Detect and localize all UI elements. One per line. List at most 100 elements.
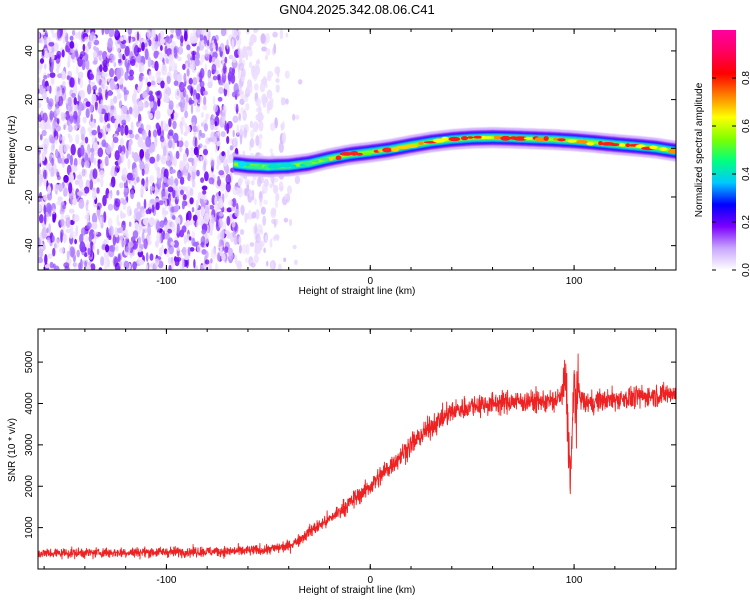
noise-speck: [87, 247, 91, 256]
noise-speck: [38, 173, 44, 185]
noise-speck: [104, 29, 109, 35]
trace-blob: [586, 142, 595, 146]
noise-speck: [210, 159, 215, 169]
noise-speck: [253, 83, 259, 91]
noise-speck: [298, 79, 303, 85]
noise-speck: [125, 89, 129, 95]
noise-speck: [160, 80, 165, 89]
noise-speck: [76, 123, 81, 129]
noise-speck: [223, 158, 228, 167]
noise-speck: [119, 137, 125, 147]
noise-speck: [170, 29, 175, 34]
noise-speck: [166, 36, 173, 44]
noise-speck: [242, 150, 245, 156]
noise-speck: [215, 58, 220, 64]
spectrogram-xtick-label: -100: [156, 276, 176, 287]
noise-speck: [260, 78, 267, 85]
noise-speck: [188, 77, 193, 85]
trace-blob: [311, 159, 320, 163]
noise-speck: [162, 120, 167, 132]
snr-line: [38, 353, 676, 560]
noise-speck: [197, 216, 203, 226]
noise-speck: [161, 196, 167, 202]
noise-speck: [166, 249, 170, 258]
noise-speck: [241, 244, 247, 255]
noise-speck: [138, 100, 143, 108]
noise-speck: [219, 245, 223, 257]
noise-speck: [51, 157, 54, 167]
noise-speck: [229, 145, 234, 151]
noise-speck: [103, 132, 106, 142]
noise-speck: [99, 216, 103, 224]
trace-blob: [335, 155, 342, 161]
noise-speck: [166, 75, 171, 85]
noise-speck: [109, 244, 116, 253]
noise-speck: [136, 257, 142, 265]
noise-speck: [218, 198, 223, 204]
noise-speck: [88, 73, 95, 81]
noise-speck: [186, 44, 191, 51]
noise-speck: [38, 247, 44, 259]
noise-speck: [41, 227, 47, 239]
noise-speck: [137, 85, 142, 93]
noise-speck: [122, 204, 127, 210]
noise-speck: [63, 262, 70, 268]
noise-speck: [88, 235, 93, 243]
noise-speck: [216, 164, 220, 170]
noise-speck: [195, 105, 201, 113]
noise-speck: [180, 124, 184, 135]
noise-speck: [254, 35, 257, 43]
noise-speck: [200, 236, 206, 245]
noise-speck: [50, 166, 55, 177]
trace-blob: [339, 152, 354, 156]
noise-speck: [137, 123, 141, 128]
noise-speck: [280, 97, 284, 106]
noise-speck: [185, 125, 191, 134]
colorbar-gradient: [712, 30, 736, 270]
noise-speck: [119, 43, 126, 49]
noise-speck: [191, 38, 197, 44]
noise-speck: [108, 89, 113, 96]
noise-speck: [84, 260, 87, 268]
snr-ytick-label: 3000: [24, 433, 35, 456]
noise-speck: [245, 85, 249, 97]
noise-speck: [66, 153, 71, 160]
noise-speck: [51, 235, 55, 243]
noise-speck: [254, 246, 261, 255]
noise-speck: [227, 149, 230, 156]
noise-speck: [80, 227, 86, 236]
noise-speck: [85, 45, 89, 53]
noise-speck: [63, 124, 66, 131]
noise-speck: [57, 196, 63, 202]
noise-speck: [167, 179, 174, 186]
noise-speck: [164, 232, 170, 240]
noise-speck: [211, 63, 217, 74]
noise-speck: [50, 76, 55, 85]
noise-speck: [73, 267, 77, 270]
noise-speck: [122, 199, 127, 206]
colorbar-label: Normalized spectral amplitude: [694, 82, 705, 217]
noise-speck: [143, 198, 147, 209]
noise-speck: [156, 153, 160, 162]
noise-speck: [265, 260, 269, 267]
noise-speck: [112, 234, 117, 246]
noise-speck: [61, 72, 65, 79]
noise-speck: [279, 29, 284, 40]
noise-speck: [192, 214, 198, 222]
noise-speck: [93, 45, 97, 51]
noise-speck: [146, 85, 150, 94]
noise-speck: [239, 52, 243, 64]
noise-speck: [193, 146, 199, 156]
noise-speck: [71, 93, 76, 98]
noise-speck: [105, 244, 110, 253]
noise-speck: [144, 160, 151, 170]
noise-speck: [113, 201, 120, 211]
noise-speck: [114, 164, 121, 173]
colorbar: 0.0 0.2 0.4 0.6 0.8 Normalized spectral ampl…: [694, 30, 750, 277]
noise-speck: [278, 263, 282, 270]
noise-speck: [78, 101, 83, 111]
noise-speck: [245, 103, 250, 111]
snr-ytick-label: 5000: [24, 351, 35, 374]
noise-speck: [43, 169, 47, 180]
noise-speck: [235, 103, 239, 115]
